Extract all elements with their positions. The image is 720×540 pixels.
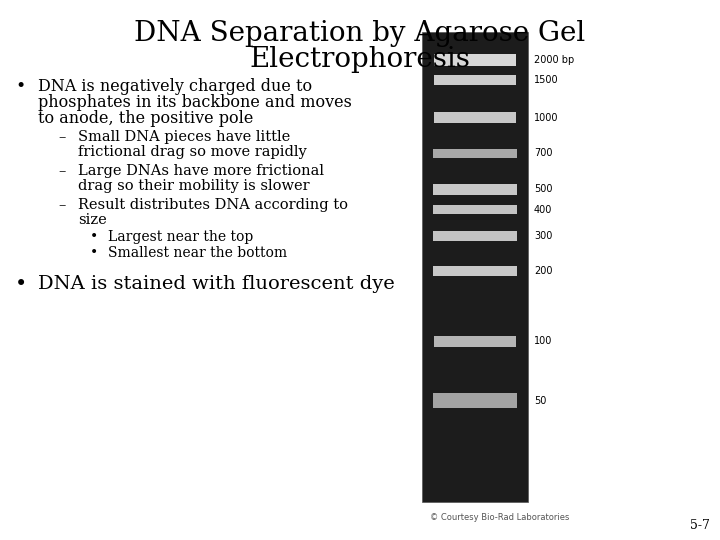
Bar <box>433 394 518 408</box>
Bar <box>433 231 518 241</box>
Text: Small DNA pieces have little: Small DNA pieces have little <box>78 130 290 144</box>
Text: drag so their mobility is slower: drag so their mobility is slower <box>78 179 310 193</box>
Text: 1500: 1500 <box>534 75 559 85</box>
Text: Result distributes DNA according to: Result distributes DNA according to <box>78 198 348 212</box>
Text: Smallest near the bottom: Smallest near the bottom <box>108 246 287 260</box>
Bar <box>433 336 516 347</box>
Text: –: – <box>58 164 66 178</box>
Text: 400: 400 <box>534 205 552 215</box>
Text: 200: 200 <box>534 266 552 276</box>
Text: DNA is stained with fluorescent dye: DNA is stained with fluorescent dye <box>38 275 395 293</box>
Text: 100: 100 <box>534 336 552 346</box>
Text: •: • <box>90 230 98 244</box>
Bar <box>433 148 518 158</box>
Text: DNA is negatively charged due to: DNA is negatively charged due to <box>38 78 312 95</box>
Bar <box>433 75 516 85</box>
Text: phosphates in its backbone and moves: phosphates in its backbone and moves <box>38 94 352 111</box>
Text: 500: 500 <box>534 185 552 194</box>
Text: •: • <box>90 246 98 260</box>
Bar <box>433 205 518 214</box>
Text: Electrophoresis: Electrophoresis <box>250 46 470 73</box>
Text: –: – <box>58 130 66 144</box>
Text: DNA Separation by Agarose Gel: DNA Separation by Agarose Gel <box>135 20 585 47</box>
Bar <box>433 54 516 66</box>
Bar <box>433 112 516 123</box>
Bar <box>433 266 518 276</box>
Text: 5-7: 5-7 <box>690 519 710 532</box>
Text: Large DNAs have more frictional: Large DNAs have more frictional <box>78 164 324 178</box>
Text: © Courtesy Bio-Rad Laboratories: © Courtesy Bio-Rad Laboratories <box>430 513 570 522</box>
Text: Largest near the top: Largest near the top <box>108 230 253 244</box>
Text: 700: 700 <box>534 148 552 158</box>
Text: frictional drag so move rapidly: frictional drag so move rapidly <box>78 145 307 159</box>
Text: •: • <box>15 275 27 294</box>
Text: size: size <box>78 213 107 227</box>
Bar <box>433 184 518 194</box>
Text: •: • <box>15 78 25 95</box>
Text: 300: 300 <box>534 231 552 241</box>
Bar <box>422 32 528 502</box>
Text: –: – <box>58 198 66 212</box>
Text: 2000 bp: 2000 bp <box>534 55 575 65</box>
Text: to anode, the positive pole: to anode, the positive pole <box>38 110 253 127</box>
Text: 50: 50 <box>534 396 546 406</box>
Text: 1000: 1000 <box>534 112 559 123</box>
